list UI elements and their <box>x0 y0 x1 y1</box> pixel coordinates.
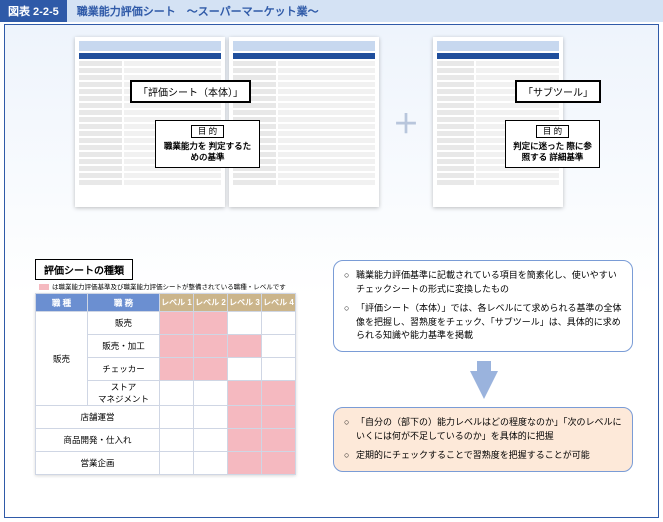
plus-icon: ＋ <box>393 104 419 141</box>
cell-level <box>228 406 262 429</box>
cell-level <box>194 358 228 381</box>
purpose-main: 目 的 職業能力を 判定するための基準 <box>155 120 260 168</box>
overlay-main-label: 「評価シート（本体）」 <box>130 80 251 103</box>
pink-swatch-icon <box>39 284 49 290</box>
table-row: 商品開発・仕入れ <box>36 429 296 452</box>
cell-level <box>262 429 296 452</box>
th-cat: 職 種 <box>36 294 88 312</box>
cell-job: チェッカー <box>88 358 160 381</box>
cell-job: 販売・加工 <box>88 335 160 358</box>
callout-1-b2: 「評価シート（本体）」では、各レベルにて求められる基準の全体像を把握し、習熟度を… <box>356 302 622 343</box>
th-job: 職 務 <box>88 294 160 312</box>
figure-title: 職業能力評価シート 〜スーパーマーケット業〜 <box>67 0 663 22</box>
cell-cat: 販売 <box>36 312 88 406</box>
callout-2-b2: 定期的にチェックすることで習熟度を把握することが可能 <box>356 449 590 463</box>
cell-level <box>228 381 262 406</box>
cell-level <box>262 358 296 381</box>
cell-level <box>194 335 228 358</box>
th-lv3: レベル 3 <box>228 294 262 312</box>
cell-job: 販売 <box>88 312 160 335</box>
table-row: 営業企画 <box>36 452 296 475</box>
cell-level <box>228 312 262 335</box>
figure-header: 図表 2-2-5 職業能力評価シート 〜スーパーマーケット業〜 <box>0 0 663 22</box>
figure-frame: ＋ 「評価シート（本体）」 「サブツール」 目 的 職業能力 <box>4 24 659 518</box>
cell-level <box>228 335 262 358</box>
figure-number: 図表 2-2-5 <box>0 0 67 22</box>
cell-level <box>160 381 194 406</box>
cell-level <box>262 335 296 358</box>
th-lv1: レベル 1 <box>160 294 194 312</box>
th-lv4: レベル 4 <box>262 294 296 312</box>
table-header-row: 職 種 職 務 レベル 1 レベル 2 レベル 3 レベル 4 <box>36 294 296 312</box>
purpose-label: 目 的 <box>191 125 224 138</box>
callout-2: ○「自分の（部下の）能力レベルはどの程度なのか」「次のレベルにいくには何が不足し… <box>333 407 633 472</box>
cell-level <box>228 452 262 475</box>
cell-level <box>194 452 228 475</box>
cell-cat: 商品開発・仕入れ <box>36 429 160 452</box>
cell-cat: 営業企画 <box>36 452 160 475</box>
callout-2-b1: 「自分の（部下の）能力レベルはどの程度なのか」「次のレベルにいくには何が不足して… <box>356 416 622 443</box>
sheets-row: ＋ <box>75 37 563 207</box>
cell-level <box>194 381 228 406</box>
arrow-down-icon <box>470 371 498 399</box>
cell-level <box>160 429 194 452</box>
cell-job: ストア マネジメント <box>88 381 160 406</box>
cell-level <box>262 452 296 475</box>
table-row: 販売販売 <box>36 312 296 335</box>
cell-level <box>160 358 194 381</box>
types-heading: 評価シートの種類 <box>35 259 133 280</box>
cell-level <box>262 312 296 335</box>
th-lv2: レベル 2 <box>194 294 228 312</box>
cell-level <box>194 429 228 452</box>
purpose-label: 目 的 <box>536 125 569 138</box>
types-table: 職 種 職 務 レベル 1 レベル 2 レベル 3 レベル 4 販売販売販売・加… <box>35 293 296 475</box>
cell-cat: 店舗運営 <box>36 406 160 429</box>
purpose-sub-text: 判定に迷った 際に参照する 詳細基準 <box>512 141 593 163</box>
table-row: 店舗運営 <box>36 406 296 429</box>
cell-level <box>228 358 262 381</box>
types-note: は職業能力評価基準及び職業能力評価シートが整備されている職種・レベルです <box>39 281 286 291</box>
callout-1: ○職業能力評価基準に記載されている項目を簡素化し、使いやすいチェックシートの形式… <box>333 260 633 352</box>
cell-level <box>160 312 194 335</box>
overlay-sub-label: 「サブツール」 <box>515 80 601 103</box>
cell-level <box>262 381 296 406</box>
callout-1-b1: 職業能力評価基準に記載されている項目を簡素化し、使いやすいチェックシートの形式に… <box>356 269 622 296</box>
cell-level <box>228 429 262 452</box>
cell-level <box>194 406 228 429</box>
cell-level <box>160 452 194 475</box>
purpose-sub: 目 的 判定に迷った 際に参照する 詳細基準 <box>505 120 600 168</box>
cell-level <box>194 312 228 335</box>
cell-level <box>160 406 194 429</box>
cell-level <box>160 335 194 358</box>
cell-level <box>262 406 296 429</box>
purpose-main-text: 職業能力を 判定するための基準 <box>162 141 253 163</box>
